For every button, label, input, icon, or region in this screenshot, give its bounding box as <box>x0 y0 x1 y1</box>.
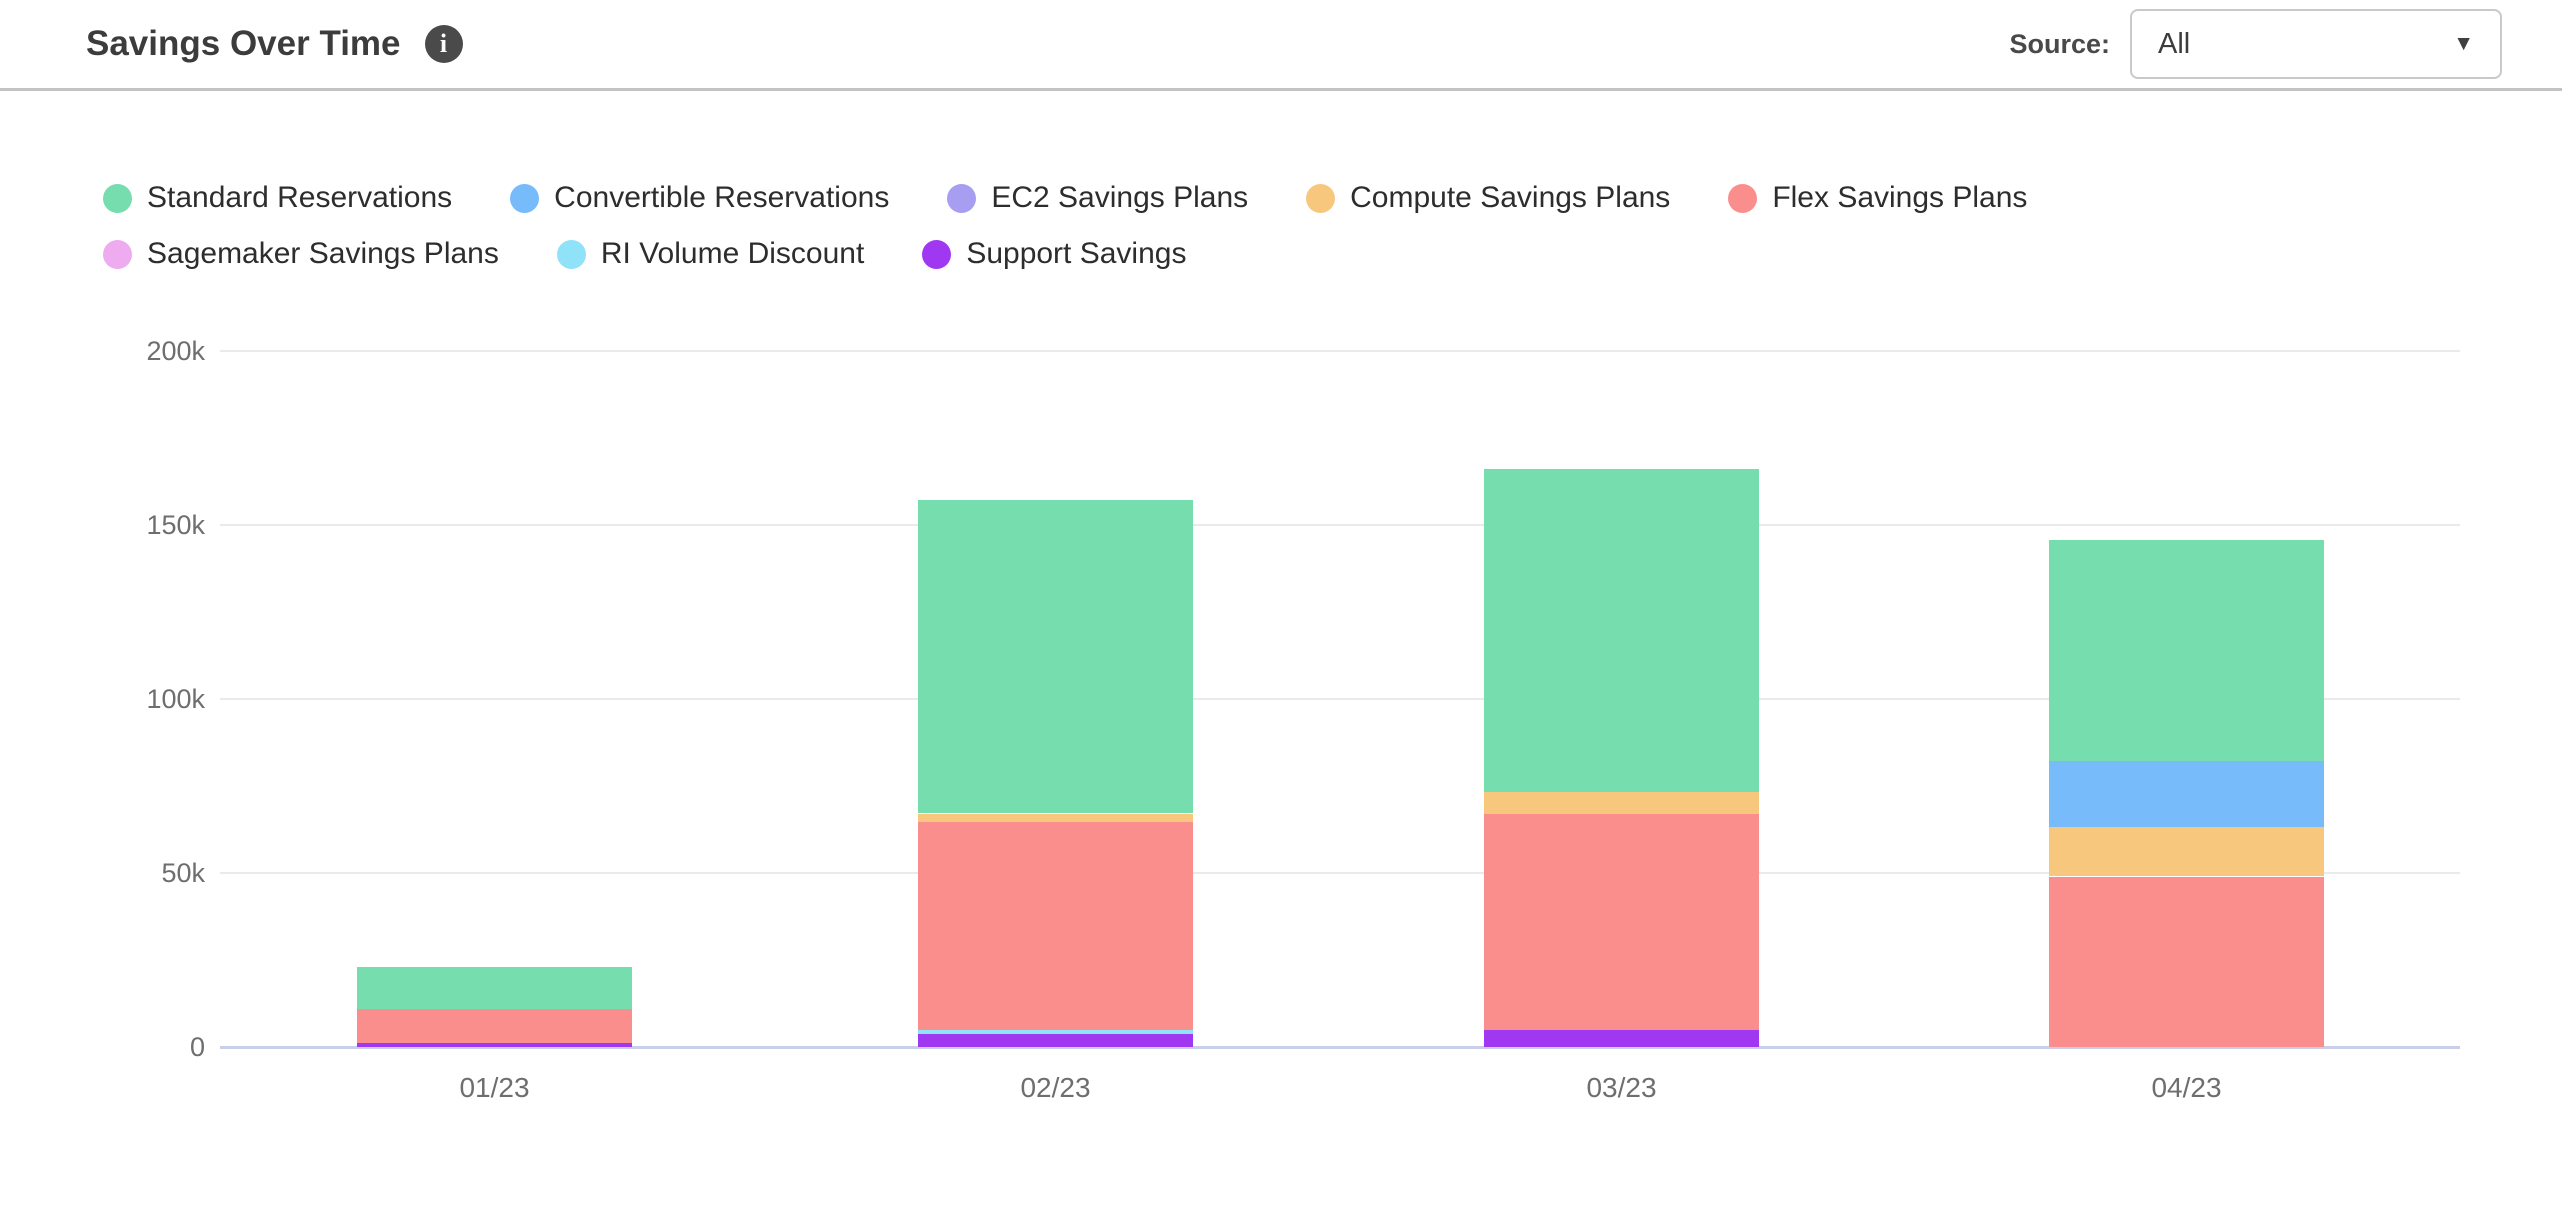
bar-segment-04-23-compute-savings-plans[interactable] <box>2049 827 2324 877</box>
bar-segment-01-23-standard-reservations[interactable] <box>357 967 632 1010</box>
gridline-150k <box>220 524 2460 526</box>
legend-dot-icon <box>556 239 586 269</box>
source-selected-value: All <box>2158 27 2191 60</box>
ytick-label-50k: 50k <box>161 858 205 888</box>
bar-segment-02-23-compute-savings-plans[interactable] <box>918 813 1193 822</box>
legend-item-flex-savings-plans[interactable]: Flex Savings Plans <box>1728 176 2027 220</box>
header: Savings Over Time i <box>86 0 463 88</box>
gridline-50k <box>220 872 2460 874</box>
legend-label: Flex Savings Plans <box>1772 181 2028 214</box>
gridline-200k <box>220 350 2460 352</box>
legend-dot-icon <box>103 183 132 213</box>
bar-segment-03-23-compute-savings-plans[interactable] <box>1484 792 1759 814</box>
info-icon[interactable]: i <box>424 25 463 63</box>
chart-legend: Standard Reservations Convertible Reserva… <box>103 176 2403 276</box>
bar-segment-01-23-flex-savings-plans[interactable] <box>357 1009 632 1043</box>
legend-label: RI Volume Discount <box>600 237 865 270</box>
legend-label: Sagemaker Savings Plans <box>147 237 499 270</box>
legend-dot-icon <box>1306 183 1336 213</box>
source-select[interactable]: All ▼ <box>2130 9 2502 79</box>
bar-segment-02-23-standard-reservations[interactable] <box>918 500 1193 814</box>
legend-label: Support Savings <box>966 237 1187 270</box>
legend-label: Convertible Reservations <box>554 181 890 214</box>
caret-down-icon: ▼ <box>2453 32 2474 55</box>
bar-segment-03-23-standard-reservations[interactable] <box>1484 468 1759 793</box>
legend-dot-icon <box>1728 183 1758 213</box>
legend-item-ri-volume-discount[interactable]: RI Volume Discount <box>556 232 865 276</box>
bar-segment-01-23-support-savings[interactable] <box>357 1042 632 1047</box>
legend-dot-icon <box>922 239 952 269</box>
legend-item-convertible-reservations[interactable]: Convertible Reservations <box>510 176 889 220</box>
xtick-label-04-23: 04/23 <box>2151 1072 2222 1103</box>
legend-label: Standard Reservations <box>147 181 453 214</box>
bar-segment-03-23-support-savings[interactable] <box>1484 1029 1759 1047</box>
legend-label: EC2 Savings Plans <box>991 181 1249 214</box>
bar-segment-02-23-ri-volume-discount[interactable] <box>918 1030 1193 1034</box>
header-divider <box>0 88 2562 91</box>
bar-segment-02-23-support-savings[interactable] <box>918 1033 1193 1047</box>
xtick-label-02-23: 02/23 <box>1020 1072 1091 1103</box>
x-axis-line <box>220 1046 2460 1049</box>
source-control: Source: All ▼ <box>2009 0 2502 88</box>
ytick-label-100k: 100k <box>146 684 205 714</box>
xtick-label-01-23: 01/23 <box>459 1072 530 1103</box>
gridline-100k <box>220 698 2460 700</box>
bar-segment-04-23-standard-reservations[interactable] <box>2049 540 2324 761</box>
bar-segment-04-23-convertible-reservations[interactable] <box>2049 760 2324 827</box>
legend-item-standard-reservations[interactable]: Standard Reservations <box>103 176 452 220</box>
bar-segment-03-23-flex-savings-plans[interactable] <box>1484 813 1759 1030</box>
legend-item-ec2-savings-plans[interactable]: EC2 Savings Plans <box>947 176 1248 220</box>
xtick-label-03-23: 03/23 <box>1586 1072 1657 1103</box>
legend-label: Compute Savings Plans <box>1350 181 1671 214</box>
source-label: Source: <box>2009 28 2110 59</box>
bar-segment-04-23-flex-savings-plans[interactable] <box>2049 876 2324 1047</box>
legend-dot-icon <box>510 183 540 213</box>
legend-item-compute-savings-plans[interactable]: Compute Savings Plans <box>1306 176 1670 220</box>
bar-segment-02-23-flex-savings-plans[interactable] <box>918 821 1193 1031</box>
ytick-label-0: 0 <box>189 1032 205 1062</box>
legend-item-sagemaker-savings-plans[interactable]: Sagemaker Savings Plans <box>103 232 499 276</box>
page-title: Savings Over Time <box>86 24 401 63</box>
ytick-label-150k: 150k <box>146 510 205 540</box>
ytick-label-200k: 200k <box>146 336 205 366</box>
legend-dot-icon <box>103 239 132 269</box>
legend-dot-icon <box>947 183 977 213</box>
legend-item-support-savings[interactable]: Support Savings <box>922 232 1186 276</box>
